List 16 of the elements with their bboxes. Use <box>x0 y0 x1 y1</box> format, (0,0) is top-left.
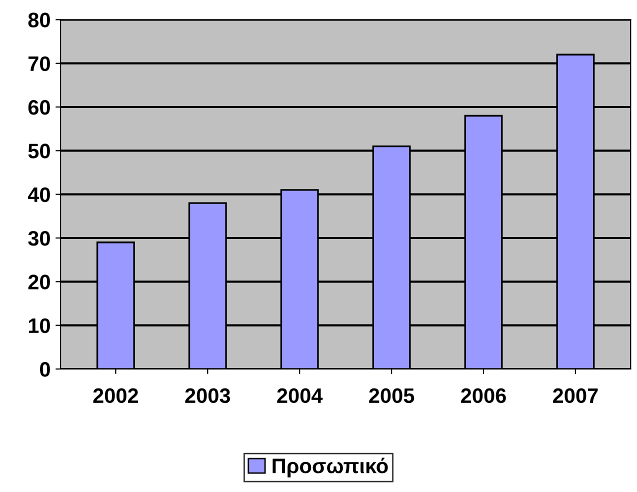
y-tick-label: 20 <box>28 274 50 290</box>
x-tick-label: 2003 <box>185 388 230 404</box>
legend-label: Προσωπικό <box>272 458 388 478</box>
x-tick-label: 2004 <box>277 388 323 404</box>
y-tick-label: 70 <box>28 56 50 72</box>
y-tick-label: 40 <box>28 187 50 202</box>
y-tick-label: 60 <box>28 100 50 115</box>
y-tick-label: 0 <box>40 362 50 377</box>
y-tick-label: 50 <box>28 144 50 158</box>
y-tick-label: 80 <box>28 12 50 28</box>
x-tick-label: 2002 <box>93 388 138 404</box>
y-tick-label: 10 <box>28 318 50 334</box>
x-tick-label: 2007 <box>553 388 598 404</box>
x-tick-label: 2005 <box>369 388 414 404</box>
x-tick-label: 2006 <box>461 388 506 404</box>
y-tick-label: 30 <box>28 231 50 246</box>
